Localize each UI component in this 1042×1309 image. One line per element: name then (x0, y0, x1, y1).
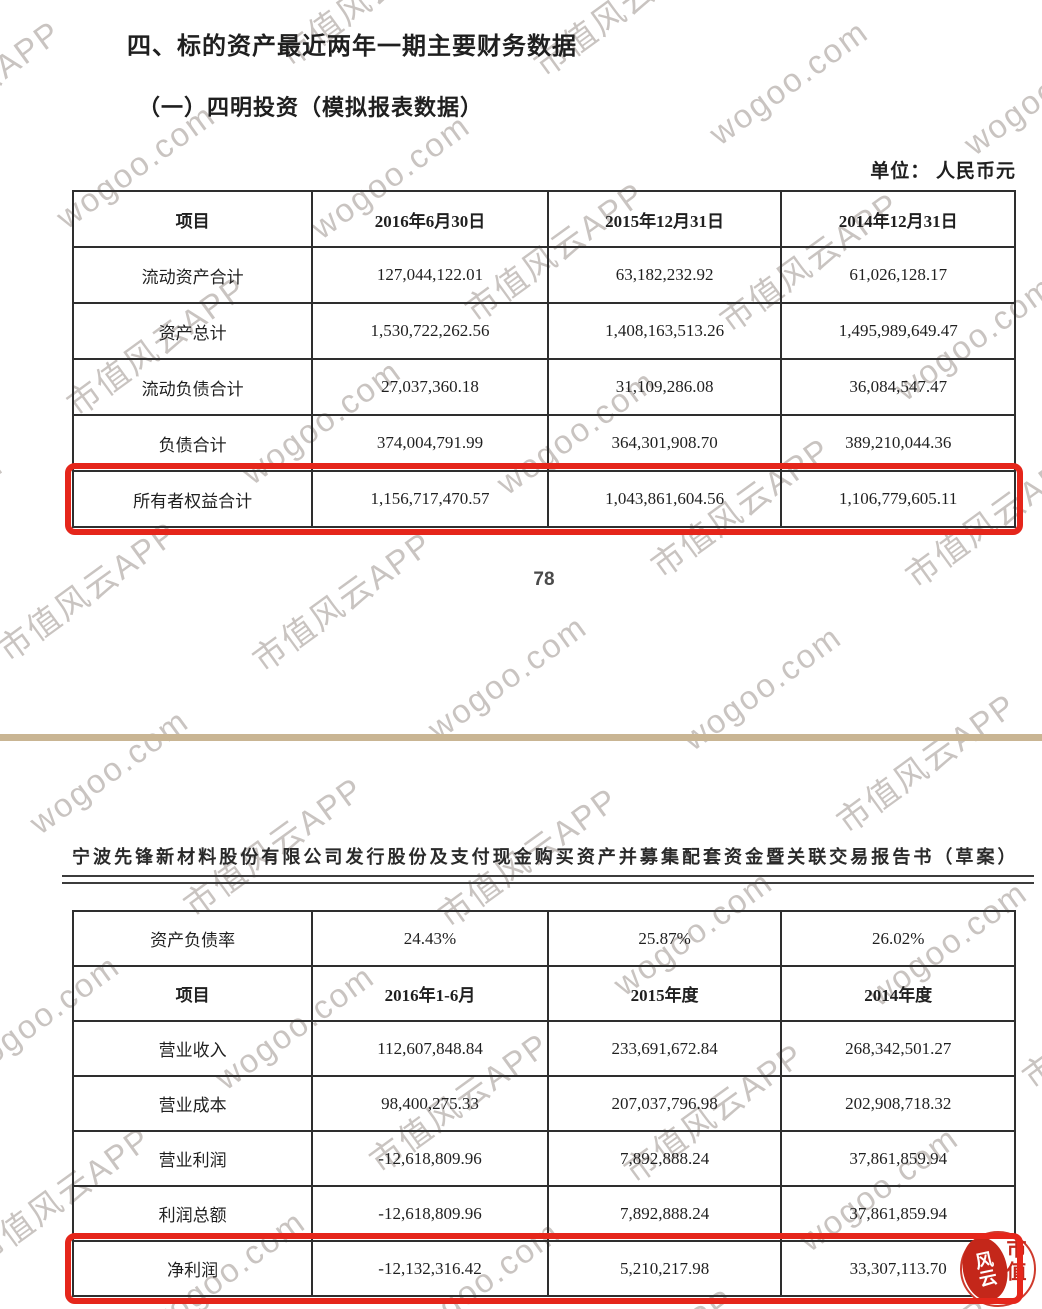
row-label-cell: 所有者权益合计 (71, 470, 314, 528)
stamp-script-text: 风云 (971, 1249, 999, 1289)
value-cell: 1,408,163,513.26 (546, 302, 783, 360)
row-label-cell: 利润总额 (71, 1185, 314, 1242)
value-cell: 1,495,989,649.47 (780, 302, 1016, 360)
value-cell: 61,026,128.17 (780, 246, 1016, 304)
value-cell: 127,044,122.01 (311, 246, 549, 304)
value-cell: -12,618,809.96 (311, 1130, 549, 1187)
value-cell: 1,106,779,605.11 (780, 470, 1016, 528)
value-cell: 63,182,232.92 (546, 246, 783, 304)
value-cell: 2016年6月30日 (311, 190, 549, 248)
value-cell: 2014年度 (780, 965, 1016, 1022)
table-row: 营业利润 -12,618,809.96 7,892,888.24 37,861,859… (71, 1130, 1016, 1187)
table-header-row: 项目 2016年1-6月 2015年度 2014年度 (71, 965, 1016, 1022)
table-row: 营业收入 112,607,848.84 233,691,672.84 268,342,… (71, 1020, 1016, 1077)
row-label-cell: 负债合计 (71, 414, 314, 472)
value-cell: 26.02% (780, 910, 1016, 967)
value-cell: 1,043,861,604.56 (546, 470, 783, 528)
header-underline (62, 875, 1034, 884)
table-row: 净利润 -12,132,316.42 5,210,217.98 33,307,113.… (71, 1240, 1016, 1297)
value-cell: 25.87% (546, 910, 783, 967)
value-cell: 207,037,796.98 (546, 1075, 783, 1132)
value-cell: 7,892,888.24 (546, 1130, 783, 1187)
row-label-cell: 项目 (71, 965, 314, 1022)
value-cell: 268,342,501.27 (780, 1020, 1016, 1077)
value-cell: 98,400,275.33 (311, 1075, 549, 1132)
report-header: 宁波先锋新材料股份有限公司发行股份及支付现金购买资产并募集配套资金暨关联交易报告… (72, 847, 1016, 867)
table-row: 负债合计 374,004,791.99 364,301,908.70 389,210,… (71, 414, 1016, 472)
subsection-title: （一）四明投资（模拟报表数据） (138, 95, 484, 120)
value-cell: 37,861,859.94 (780, 1130, 1016, 1187)
table-row: 营业成本 98,400,275.33 207,037,796.98 202,908,7… (71, 1075, 1016, 1132)
value-cell: 36,084,547.47 (780, 358, 1016, 416)
value-cell: 389,210,044.36 (780, 414, 1016, 472)
section-title: 四、标的资产最近两年一期主要财务数据 (127, 33, 577, 60)
table-row: 流动负债合计 27,037,360.18 31,109,286.08 36,084,5… (71, 358, 1016, 416)
stamp-brand-text: 市值 (1003, 1238, 1025, 1284)
value-cell: 364,301,908.70 (546, 414, 783, 472)
value-cell: -12,618,809.96 (311, 1185, 549, 1242)
table-row: 利润总额 -12,618,809.96 7,892,888.24 37,861,859… (71, 1185, 1016, 1242)
value-cell: 233,691,672.84 (546, 1020, 783, 1077)
unit-label: 单位： 人民币元 (870, 161, 1016, 182)
value-cell: 112,607,848.84 (311, 1020, 549, 1077)
value-cell: 1,530,722,262.56 (311, 302, 549, 360)
financial-table-balance: 项目 2016年6月30日 2015年12月31日 2014年12月31日 流动资产合计… (71, 190, 1016, 528)
value-cell: 7,892,888.24 (546, 1185, 783, 1242)
table-header-row: 项目 2016年6月30日 2015年12月31日 2014年12月31日 (71, 190, 1016, 248)
value-cell: 1,156,717,470.57 (311, 470, 549, 528)
value-cell: 2014年12月31日 (780, 190, 1016, 248)
table-row: 所有者权益合计 1,156,717,470.57 1,043,861,604.56 1… (71, 470, 1016, 528)
value-cell: 2016年1-6月 (311, 965, 549, 1022)
financial-table-income: 资产负债率 24.43% 25.87% 26.02% 项目 2016年1-6月 2015年度… (71, 910, 1016, 1297)
row-label-cell: 营业收入 (71, 1020, 314, 1077)
value-cell: 2015年12月31日 (546, 190, 783, 248)
row-label-cell: 资产总计 (71, 302, 314, 360)
value-cell: 27,037,360.18 (311, 358, 549, 416)
row-label-cell: 流动资产合计 (71, 246, 314, 304)
row-label-cell: 项目 (71, 190, 314, 248)
value-cell: 2015年度 (546, 965, 783, 1022)
row-label-cell: 营业成本 (71, 1075, 314, 1132)
value-cell: 31,109,286.08 (546, 358, 783, 416)
row-label-cell: 净利润 (71, 1240, 314, 1297)
row-label-cell: 流动负债合计 (71, 358, 314, 416)
brand-stamp-logo: 风云 市值 (956, 1231, 1036, 1307)
value-cell: -12,132,316.42 (311, 1240, 549, 1297)
page-number: 78 (533, 569, 555, 590)
value-cell: 374,004,791.99 (311, 414, 549, 472)
table-row: 流动资产合计 127,044,122.01 63,182,232.92 61,026,… (71, 246, 1016, 304)
table-row: 资产负债率 24.43% 25.87% 26.02% (71, 910, 1016, 967)
row-label-cell: 营业利润 (71, 1130, 314, 1187)
value-cell: 24.43% (311, 910, 549, 967)
row-label-cell: 资产负债率 (71, 910, 314, 967)
value-cell: 202,908,718.32 (780, 1075, 1016, 1132)
table-row: 资产总计 1,530,722,262.56 1,408,163,513.26 1,49… (71, 302, 1016, 360)
value-cell: 5,210,217.98 (546, 1240, 783, 1297)
section-divider (0, 734, 1042, 741)
value-cell: 37,861,859.94 (780, 1185, 1016, 1242)
